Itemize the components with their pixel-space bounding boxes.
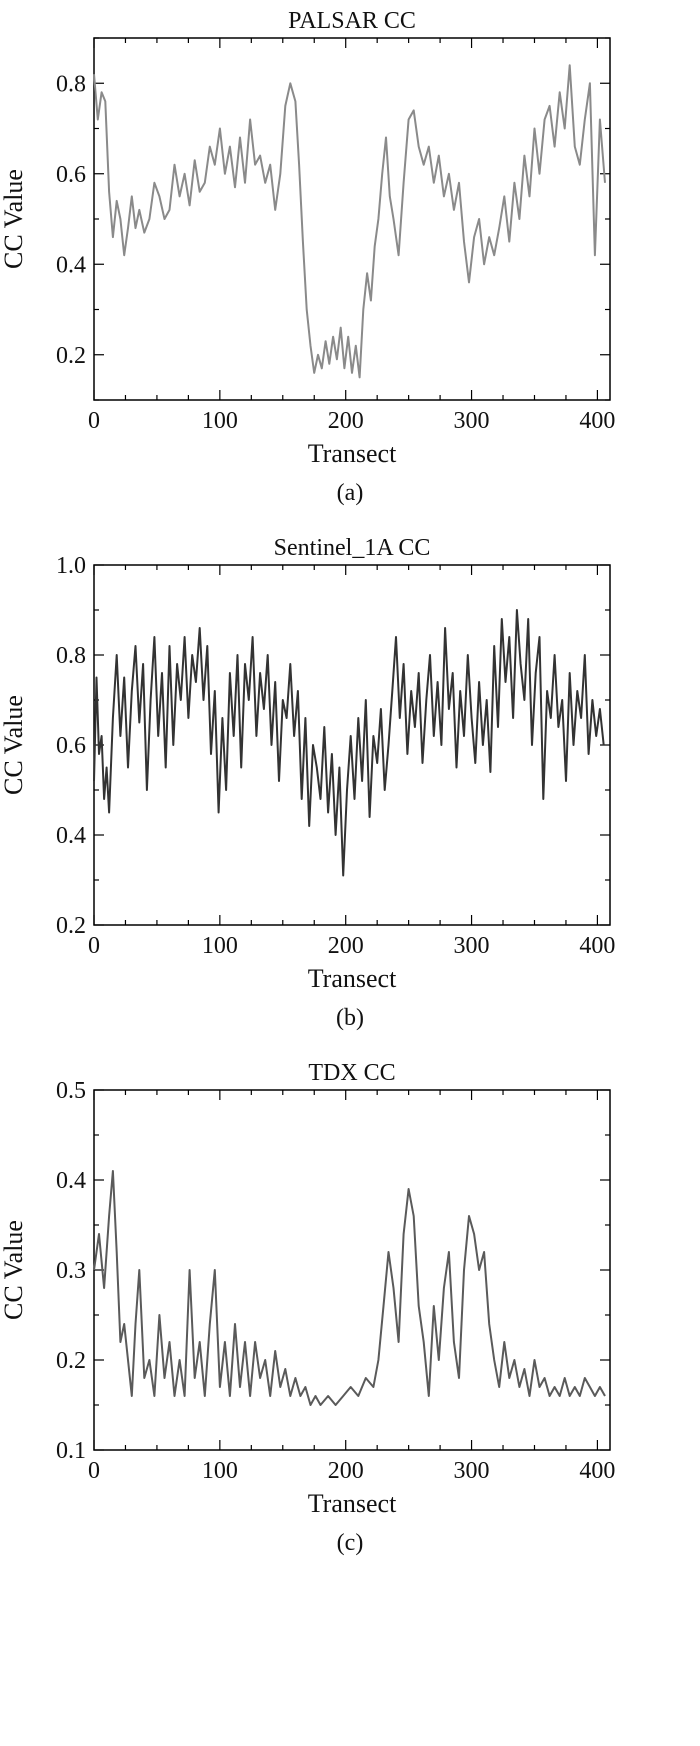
x-tick-label: 100: [202, 408, 238, 434]
x-tick-label: 200: [328, 1458, 364, 1484]
x-tick-label: 0: [88, 408, 100, 434]
chart-panel-1: PALSAR CC 0 100 200 300 400 0.2 0.4 0.6 0.8 Transe…: [0, 8, 615, 506]
chart-title: PALSAR CC: [288, 8, 416, 34]
y-axis-label: CC Value: [0, 169, 28, 269]
x-axis-label: Transect: [308, 964, 397, 993]
x-tick-label: 400: [579, 1458, 615, 1484]
y-tick-label: 0.4: [56, 252, 86, 278]
x-tick-label: 0: [88, 933, 100, 959]
y-axis-label: CC Value: [0, 1220, 28, 1320]
y-tick-label: 0.5: [56, 1078, 86, 1104]
y-tick-label: 0.2: [56, 913, 86, 939]
x-tick-label: 300: [454, 933, 490, 959]
plot-frame: [93, 37, 611, 401]
chart-panel-3: TDX CC 0 100 200 300 400 0.1 0.2 0.3 0.4 0.5 Transe…: [0, 1060, 615, 1556]
y-tick-label: 0.1: [56, 1438, 86, 1464]
x-tick-label: 100: [202, 1458, 238, 1484]
x-tick-label: 400: [579, 933, 615, 959]
x-tick-label: 400: [579, 408, 615, 434]
chart-title: Sentinel_1A CC: [274, 535, 431, 561]
panel-caption: (b): [336, 1005, 364, 1031]
y-tick-label: 0.8: [56, 643, 86, 669]
x-tick-label: 300: [454, 408, 490, 434]
x-tick-label: 100: [202, 933, 238, 959]
series-line-1: [93, 64, 606, 379]
x-tick-label: 300: [454, 1458, 490, 1484]
plot-frame: [93, 1089, 611, 1451]
y-tick-label: 0.3: [56, 1258, 86, 1284]
y-tick-label: 0.8: [56, 71, 86, 97]
x-tick-label: 0: [88, 1458, 100, 1484]
y-axis-label: CC Value: [0, 695, 28, 795]
y-tick-label: 0.4: [56, 823, 86, 849]
panel-caption: (a): [337, 480, 364, 506]
x-axis-label: Transect: [308, 1489, 397, 1518]
y-tick-label: 0.2: [56, 1348, 86, 1374]
x-axis-label: Transect: [308, 439, 397, 468]
chart-title: TDX CC: [308, 1060, 395, 1086]
y-tick-label: 0.6: [56, 162, 86, 188]
y-tick-label: 0.4: [56, 1168, 86, 1194]
chart-panel-2: Sentinel_1A CC 0 100 200 300 400 0.2 0.4 0.6 0.8 1…: [0, 535, 615, 1031]
x-tick-label: 200: [328, 933, 364, 959]
y-tick-label: 1.0: [56, 553, 86, 579]
y-tick-label: 0.6: [56, 733, 86, 759]
y-tick-label: 0.2: [56, 343, 86, 369]
x-tick-label: 200: [328, 408, 364, 434]
panel-caption: (c): [337, 1530, 364, 1556]
series-line-1: [93, 609, 605, 877]
series-line-1: [93, 1170, 606, 1406]
